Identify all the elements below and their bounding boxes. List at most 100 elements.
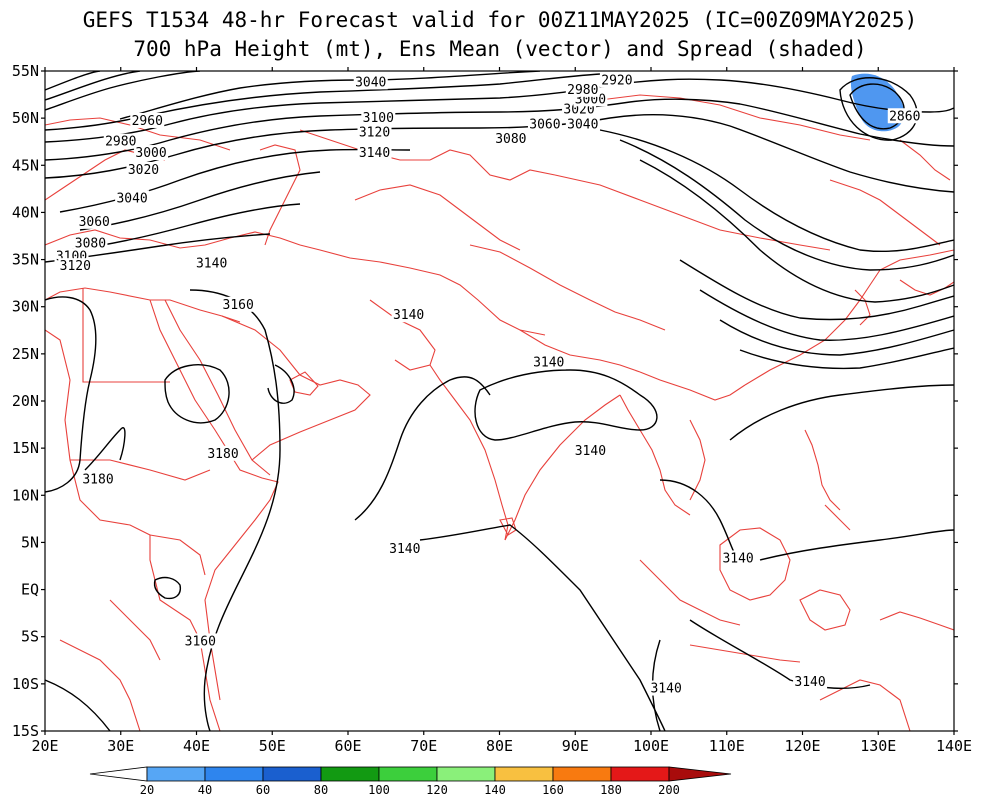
lon-label: 140E bbox=[936, 737, 972, 755]
lat-label: EQ bbox=[21, 581, 39, 599]
colorbar-segment bbox=[262, 766, 322, 782]
coastlines bbox=[45, 94, 954, 731]
contour-labels: 2960298030003020304030603080310031203040… bbox=[54, 72, 922, 697]
contour-label-bg bbox=[887, 108, 922, 124]
contour-label-bg bbox=[649, 680, 684, 696]
contour-label: 3020 bbox=[563, 103, 594, 118]
contour-label-bg bbox=[115, 190, 150, 206]
lat-label: 15N bbox=[12, 439, 39, 457]
colorbar-label: 20 bbox=[140, 783, 154, 797]
contour-label-bg bbox=[183, 633, 218, 649]
lon-label: 120E bbox=[784, 737, 820, 755]
contour-label-bg bbox=[81, 471, 116, 487]
lat-label: 55N bbox=[12, 62, 39, 80]
contour-label: 3040 bbox=[567, 118, 598, 133]
contour-label-bg bbox=[531, 354, 566, 370]
contour-label: 3160 bbox=[223, 298, 254, 313]
lat-label: 10N bbox=[12, 486, 39, 504]
contour-label-bg bbox=[357, 124, 392, 140]
contour-label: 3140 bbox=[575, 444, 606, 459]
lon-label: 100E bbox=[633, 737, 669, 755]
contour-label: 3140 bbox=[722, 551, 753, 566]
contour-label-bg bbox=[357, 145, 392, 161]
colorbar-label: 40 bbox=[198, 783, 212, 797]
contour-label: 3140 bbox=[794, 675, 825, 690]
contour-label-bg bbox=[77, 213, 112, 229]
colorbar-label: 60 bbox=[256, 783, 270, 797]
contour-label: 2860 bbox=[889, 109, 920, 124]
contour-label-bg bbox=[206, 445, 241, 461]
contour-label-bg bbox=[353, 74, 388, 90]
contour-label: 3140 bbox=[389, 542, 420, 557]
contour-label: 3080 bbox=[495, 132, 526, 147]
lon-label: 60E bbox=[334, 737, 361, 755]
contour-label-bg bbox=[103, 133, 138, 149]
lon-label: 90E bbox=[562, 737, 589, 755]
contour-label: 3040 bbox=[355, 75, 386, 90]
contour-label: 3180 bbox=[82, 472, 113, 487]
contour-label-bg bbox=[565, 81, 600, 97]
plot-area: 2960298030003020304030603080310031203040… bbox=[45, 71, 954, 731]
title-line-2: 700 hPa Height (mt), Ens Mean (vector) a… bbox=[133, 37, 866, 61]
contour-label-bg bbox=[565, 116, 600, 132]
colorbar-label: 160 bbox=[542, 783, 564, 797]
colorbar-label: 100 bbox=[368, 783, 390, 797]
contour-label-bg bbox=[130, 112, 165, 128]
contour-label-bg bbox=[721, 550, 756, 566]
contour-label-bg bbox=[391, 307, 426, 323]
lon-label: 70E bbox=[410, 737, 437, 755]
colorbar-segment bbox=[378, 766, 438, 782]
contour-label-bg bbox=[387, 541, 422, 557]
contour-label: 3040 bbox=[116, 191, 147, 206]
contour-label-bg bbox=[134, 145, 169, 161]
lon-label: 110E bbox=[709, 737, 745, 755]
colorbar-label: 140 bbox=[484, 783, 506, 797]
plot-frame bbox=[44, 70, 955, 732]
contour-label: 3080 bbox=[75, 237, 106, 252]
colorbar-segment bbox=[320, 766, 380, 782]
contour-label: 2960 bbox=[132, 114, 163, 129]
contour-label-bg bbox=[361, 110, 396, 126]
contour-label: 2980 bbox=[567, 83, 598, 98]
contour-label-bg bbox=[126, 162, 161, 177]
lat-label: 5N bbox=[21, 533, 39, 551]
lat-label: 20N bbox=[12, 392, 39, 410]
contour-label: 3180 bbox=[207, 447, 238, 462]
lon-label: 40E bbox=[183, 737, 210, 755]
contour-label-bg bbox=[573, 442, 608, 458]
colorbar-segment bbox=[204, 766, 264, 782]
contour-label-bg bbox=[527, 116, 562, 132]
colorbar-label: 120 bbox=[426, 783, 448, 797]
contour-label: 3140 bbox=[533, 355, 564, 370]
colorbar-label: 200 bbox=[658, 783, 680, 797]
colorbar-segment bbox=[146, 766, 206, 782]
contour-label: 3020 bbox=[128, 163, 159, 178]
contour-label: 2980 bbox=[105, 135, 136, 150]
colorbar-segment bbox=[610, 766, 670, 782]
lon-label: 30E bbox=[107, 737, 134, 755]
colorbar-segment bbox=[436, 766, 496, 782]
lat-label: 10S bbox=[12, 675, 39, 693]
lat-label: 30N bbox=[12, 298, 39, 316]
contour-label-bg bbox=[599, 72, 634, 88]
contour-label-bg bbox=[793, 673, 828, 689]
colorbar-segment bbox=[552, 766, 612, 782]
colorbar-label: 80 bbox=[314, 783, 328, 797]
contour-label: 3000 bbox=[135, 146, 166, 161]
lat-label: 45N bbox=[12, 156, 39, 174]
lat-label: 50N bbox=[12, 109, 39, 127]
colorbar-left-arrow bbox=[89, 766, 148, 782]
spread-colorbar: 20 40 60 80 100 120 140 160 180 200 bbox=[89, 766, 732, 797]
lon-label: 80E bbox=[486, 737, 513, 755]
contour-label: 3140 bbox=[650, 682, 681, 697]
contour-label: 3140 bbox=[196, 256, 227, 271]
lon-label: 130E bbox=[860, 737, 896, 755]
contour-label-bg bbox=[194, 255, 229, 271]
contour-label: 2920 bbox=[601, 73, 632, 88]
lat-label: 35N bbox=[12, 251, 39, 269]
colorbar-label: 180 bbox=[600, 783, 622, 797]
lon-label: 20E bbox=[31, 737, 58, 755]
contour-label: 3160 bbox=[185, 634, 216, 649]
contour-label: 3100 bbox=[363, 111, 394, 126]
